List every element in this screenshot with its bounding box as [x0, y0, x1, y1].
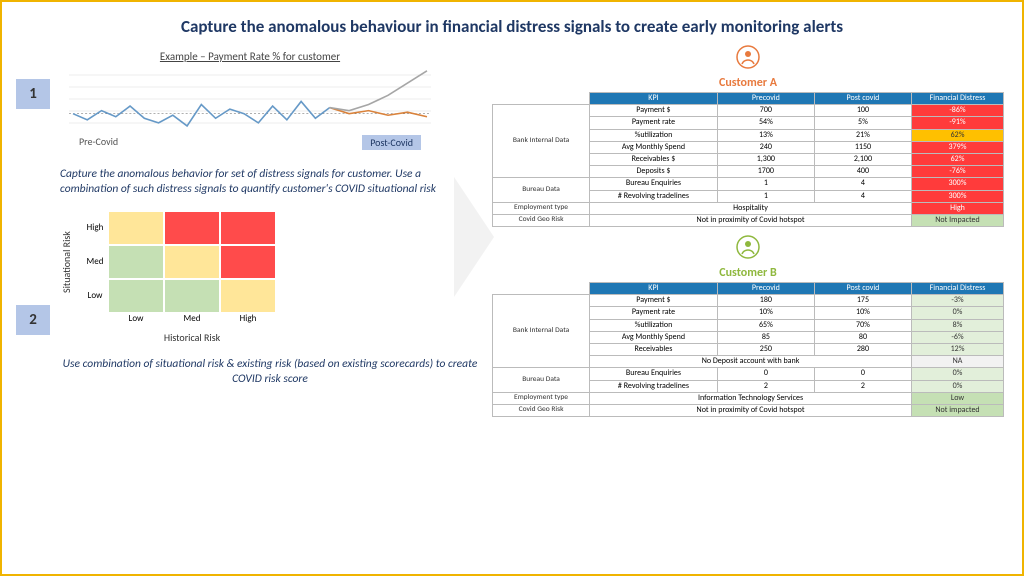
customer-b-icon — [492, 235, 1004, 264]
arrow-icon — [454, 177, 494, 297]
step-2-badge: 2 — [16, 305, 50, 335]
chart-title: Example – Payment Rate % for customer — [69, 50, 431, 63]
step-1-caption: Capture the anomalous behavior for set o… — [60, 167, 480, 197]
chart-block: Example – Payment Rate % for customer Pr… — [60, 45, 440, 157]
customer-a: Customer A KPIPrecovidPost covidFinancia… — [492, 45, 1004, 227]
customer-a-table: KPIPrecovidPost covidFinancial DistressB… — [492, 92, 1004, 227]
customer-a-title: Customer A — [492, 76, 1004, 90]
risk-matrix: Situational RiskHighMedLowLowMedHighHist… — [60, 211, 480, 347]
customer-b: Customer B KPIPrecovidPost covidFinancia… — [492, 235, 1004, 417]
post-covid-label: Post-Covid — [362, 135, 421, 150]
step-2-caption: Use combination of situational risk & ex… — [60, 357, 480, 387]
customer-b-table: KPIPrecovidPost covidFinancial DistressB… — [492, 282, 1004, 417]
line-chart — [69, 65, 431, 133]
page-title: Capture the anomalous behaviour in finan… — [20, 16, 1004, 37]
right-column: Customer A KPIPrecovidPost covidFinancia… — [492, 45, 1004, 425]
content: 1 Example – Payment Rate % for customer … — [20, 45, 1004, 425]
pre-covid-label: Pre-Covid — [79, 135, 118, 150]
left-column: 1 Example – Payment Rate % for customer … — [20, 45, 480, 425]
customer-a-icon — [492, 45, 1004, 74]
customer-b-title: Customer B — [492, 266, 1004, 280]
step-1-badge: 1 — [16, 79, 50, 109]
